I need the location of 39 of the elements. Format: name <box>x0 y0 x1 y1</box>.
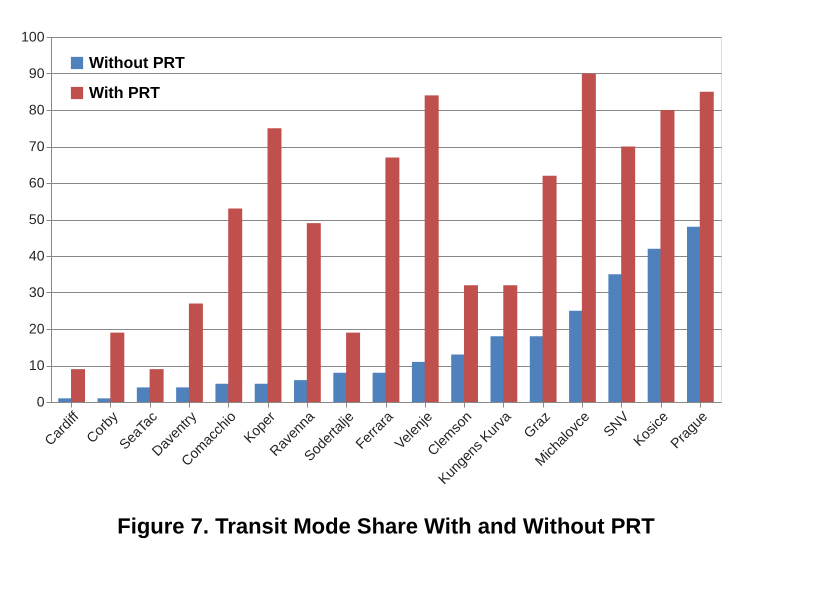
legend-label: Without PRT <box>89 55 186 72</box>
y-tick-label: 100 <box>21 28 45 44</box>
bar <box>490 336 505 402</box>
bar <box>424 95 439 402</box>
bar <box>228 208 242 402</box>
bar <box>71 369 86 402</box>
bar <box>267 128 282 402</box>
bar <box>150 369 164 402</box>
bar <box>110 332 124 402</box>
y-tick-label: 20 <box>28 320 45 336</box>
y-tick-label: 90 <box>28 65 45 81</box>
y-tick-label: 80 <box>28 102 45 118</box>
bar <box>660 110 674 402</box>
bar <box>648 248 662 402</box>
y-tick-label: 30 <box>28 284 45 300</box>
y-tick-label: 0 <box>36 394 45 410</box>
bar <box>686 226 701 402</box>
bar <box>176 387 190 402</box>
bar <box>294 380 308 402</box>
bar <box>464 285 478 402</box>
bar <box>542 176 557 402</box>
legend-label: With PRT <box>89 85 160 102</box>
bar <box>700 92 714 402</box>
y-tick-label: 60 <box>28 174 45 190</box>
bar <box>569 310 584 402</box>
y-tick-label: 50 <box>28 211 45 227</box>
y-tick-label: 10 <box>28 357 45 373</box>
bar <box>503 285 518 402</box>
y-tick-label: 70 <box>28 138 45 154</box>
bar <box>188 303 203 402</box>
text: Figure 7. Transit Mode Share With and Without PRT <box>117 514 656 539</box>
bar <box>385 157 400 402</box>
bar <box>306 223 321 402</box>
bar <box>346 332 360 402</box>
bar <box>451 354 466 402</box>
bar <box>582 74 596 402</box>
y-tick-label: 40 <box>28 248 45 264</box>
bar <box>621 146 636 402</box>
bar <box>372 372 387 402</box>
